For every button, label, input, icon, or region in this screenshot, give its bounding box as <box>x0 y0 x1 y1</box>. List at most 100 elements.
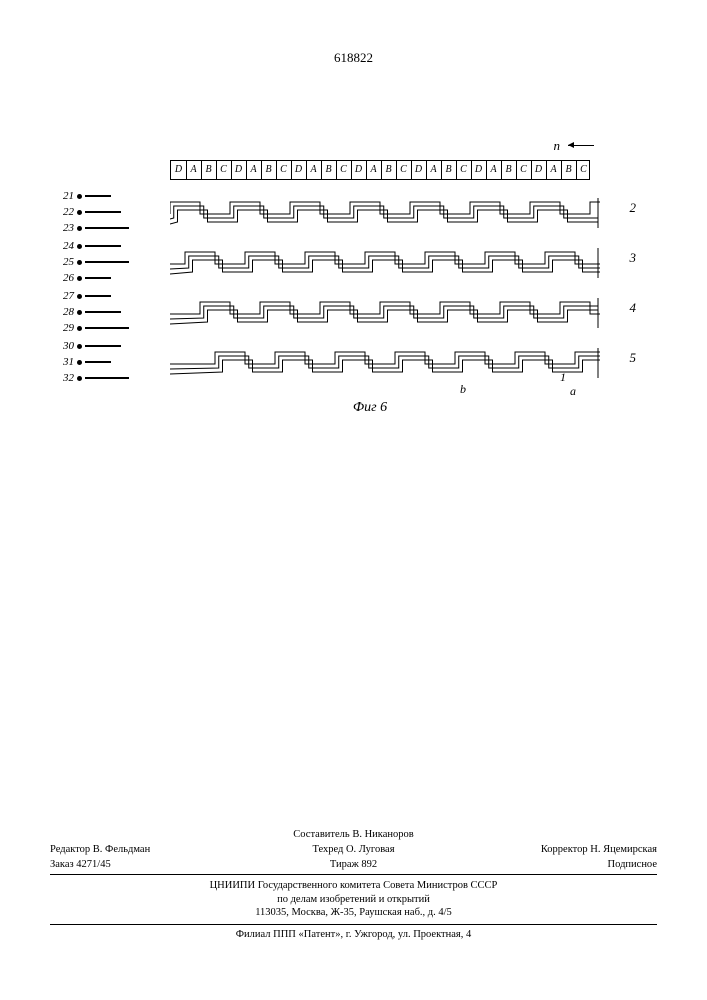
wave-trace <box>170 360 600 374</box>
terminal-lead <box>85 311 121 313</box>
slot-label: D <box>291 164 306 175</box>
terminal: 26 <box>60 270 129 286</box>
windings-container: 2122232242526327282943031325b1a <box>120 188 620 388</box>
slot-label: A <box>486 164 501 175</box>
slot-label: B <box>561 164 576 175</box>
credits-row-3: Заказ 4271/45 Тираж 892 Подписное <box>50 859 657 870</box>
terminal-lead <box>85 245 121 247</box>
terminal: 30 <box>60 338 129 354</box>
terminals: 21 22 23 <box>60 188 129 236</box>
terminal-dot-icon <box>77 244 82 249</box>
terminal-dot-icon <box>77 360 82 365</box>
slot-label: A <box>366 164 381 175</box>
organization: ЦНИИПИ Государственного комитета Совета … <box>50 879 657 920</box>
slot-label: C <box>336 164 351 175</box>
wave-trace <box>170 306 598 319</box>
terminal-dot-icon <box>77 294 82 299</box>
terminals: 242526 <box>60 238 129 286</box>
wave-trace <box>170 202 600 214</box>
terminal: 27 <box>60 288 129 304</box>
credits-row-2: Редактор В. Фельдман Техред О. Луговая К… <box>50 844 657 855</box>
phase-label: 4 <box>630 300 637 316</box>
terminal-lead <box>85 295 111 297</box>
terminal-number: 23 <box>60 222 74 234</box>
terminal-number: 32 <box>60 372 74 384</box>
terminal: 25 <box>60 254 129 270</box>
terminal-number: 22 <box>60 206 74 218</box>
slot-label: D <box>171 164 186 175</box>
winding-wave <box>170 288 600 338</box>
terminal: 32 <box>60 370 129 386</box>
terminal-number: 30 <box>60 340 74 352</box>
terminal-dot-icon <box>77 276 82 281</box>
terminal-lead <box>85 227 129 229</box>
slot-label: C <box>396 164 411 175</box>
editor-blank <box>50 829 244 840</box>
slot-label: C <box>276 164 291 175</box>
slot-label: A <box>246 164 261 175</box>
org-line-2: по делам изобретений и открытий <box>277 894 430 905</box>
slot-label: D <box>351 164 366 175</box>
phase-label: 5 <box>630 350 637 366</box>
tirage: Тираж 892 <box>256 859 450 870</box>
terminal-lead <box>85 345 121 347</box>
terminal: 23 <box>60 220 129 236</box>
terminal-dot-icon <box>77 326 82 331</box>
terminal-lead <box>85 327 129 329</box>
techred: Техред О. Луговая <box>256 844 450 855</box>
page-number: 618822 <box>334 50 373 66</box>
slot-label: B <box>261 164 276 175</box>
terminal-lead <box>85 261 129 263</box>
terminals: 27 28 29 <box>60 288 129 336</box>
winding-group: 2728294 <box>120 288 620 338</box>
terminal: 29 <box>60 320 129 336</box>
terminal-dot-icon <box>77 260 82 265</box>
terminal: 21 <box>60 188 129 204</box>
direction-arrow: n <box>554 138 561 154</box>
terminal-number: 31 <box>60 356 74 368</box>
terminal-dot-icon <box>77 344 82 349</box>
winding-group: 2425263 <box>120 238 620 288</box>
winding-wave <box>170 338 600 388</box>
terminal: 31 <box>60 354 129 370</box>
wave-trace <box>170 252 600 264</box>
terminal-lead <box>85 195 111 197</box>
phase-label: 2 <box>630 200 637 216</box>
slot-label: B <box>381 164 396 175</box>
terminal-number: 29 <box>60 322 74 334</box>
slot-label: C <box>456 164 471 175</box>
terminal-number: 28 <box>60 306 74 318</box>
separator-2 <box>50 924 657 925</box>
terminal-number: 26 <box>60 272 74 284</box>
winding-group: 3031325 <box>120 338 620 388</box>
slot-label: C <box>576 164 591 175</box>
subscription: Подписное <box>463 859 657 870</box>
terminal-dot-icon <box>77 226 82 231</box>
slot-label: B <box>441 164 456 175</box>
slot-label: D <box>471 164 486 175</box>
compiler: Составитель В. Никаноров <box>256 829 450 840</box>
slot-label: C <box>216 164 231 175</box>
slot-label: D <box>531 164 546 175</box>
branch: Филиал ППП «Патент», г. Ужгород, ул. Про… <box>50 929 657 940</box>
slot-label: A <box>426 164 441 175</box>
slot-ruler: DABCDABCDABCDABCDABCDABCDABC <box>170 160 590 180</box>
terminal-number: 27 <box>60 290 74 302</box>
corrector-blank <box>463 829 657 840</box>
wave-trace <box>170 260 600 274</box>
terminal: 22 <box>60 204 129 220</box>
winding-diagram: n DABCDABCDABCDABCDABCDABCDABC 212223224… <box>120 160 620 388</box>
slot-label: A <box>186 164 201 175</box>
order-number: Заказ 4271/45 <box>50 859 244 870</box>
terminal-dot-icon <box>77 194 82 199</box>
slot-label: A <box>306 164 321 175</box>
terminal-lead <box>85 377 129 379</box>
terminal: 28 <box>60 304 129 320</box>
separator-1 <box>50 874 657 875</box>
wave-trace <box>170 256 600 269</box>
slot-label: B <box>501 164 516 175</box>
terminal-dot-icon <box>77 210 82 215</box>
slot-label: A <box>546 164 561 175</box>
terminal-lead <box>85 211 121 213</box>
annotation-a: a <box>570 384 576 399</box>
